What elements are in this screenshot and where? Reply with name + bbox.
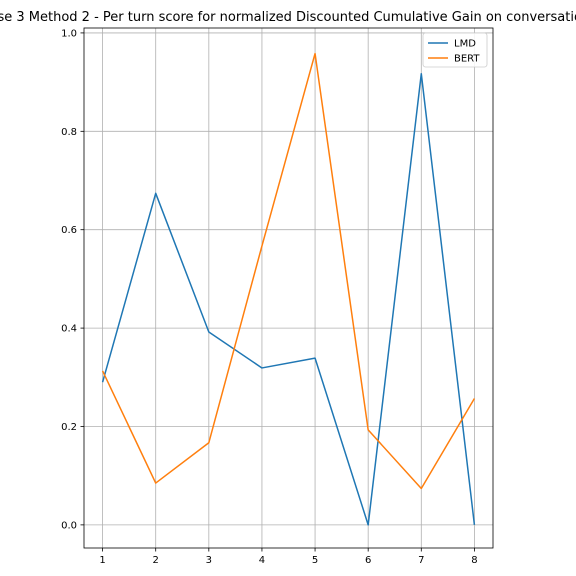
x-tick-label: 2 [153, 555, 159, 566]
series-line-bert [101, 52, 476, 490]
y-tick-label: 1.0 [61, 28, 77, 39]
legend: LMD BERT [422, 32, 488, 68]
x-tick-label: 5 [312, 555, 318, 566]
y-tick-label: 0.8 [61, 127, 77, 138]
plot-frame [83, 27, 494, 549]
x-tick-label: 7 [418, 555, 424, 566]
x-tick-label: 4 [259, 555, 265, 566]
legend-label-lmd: LMD [454, 39, 476, 50]
legend-label-bert: BERT [454, 54, 480, 65]
chart-title: Phase 3 Method 2 - Per turn score for no… [0, 10, 576, 25]
x-tick-label: 3 [206, 555, 212, 566]
x-tick-label: 6 [365, 555, 371, 566]
y-tick-label: 0.6 [61, 225, 77, 236]
y-tick-label: 0.0 [61, 520, 77, 531]
x-tick-label: 8 [471, 555, 477, 566]
series-line-lmd [101, 73, 476, 526]
y-tick-label: 0.4 [61, 324, 77, 335]
axis-ticks: 1 2 3 4 5 6 7 8 0.0 0.2 0.4 0.6 0.8 1.0 [61, 28, 478, 566]
x-tick-label: 1 [99, 555, 105, 566]
series-lines [101, 52, 476, 526]
y-tick-label: 0.2 [61, 422, 77, 433]
